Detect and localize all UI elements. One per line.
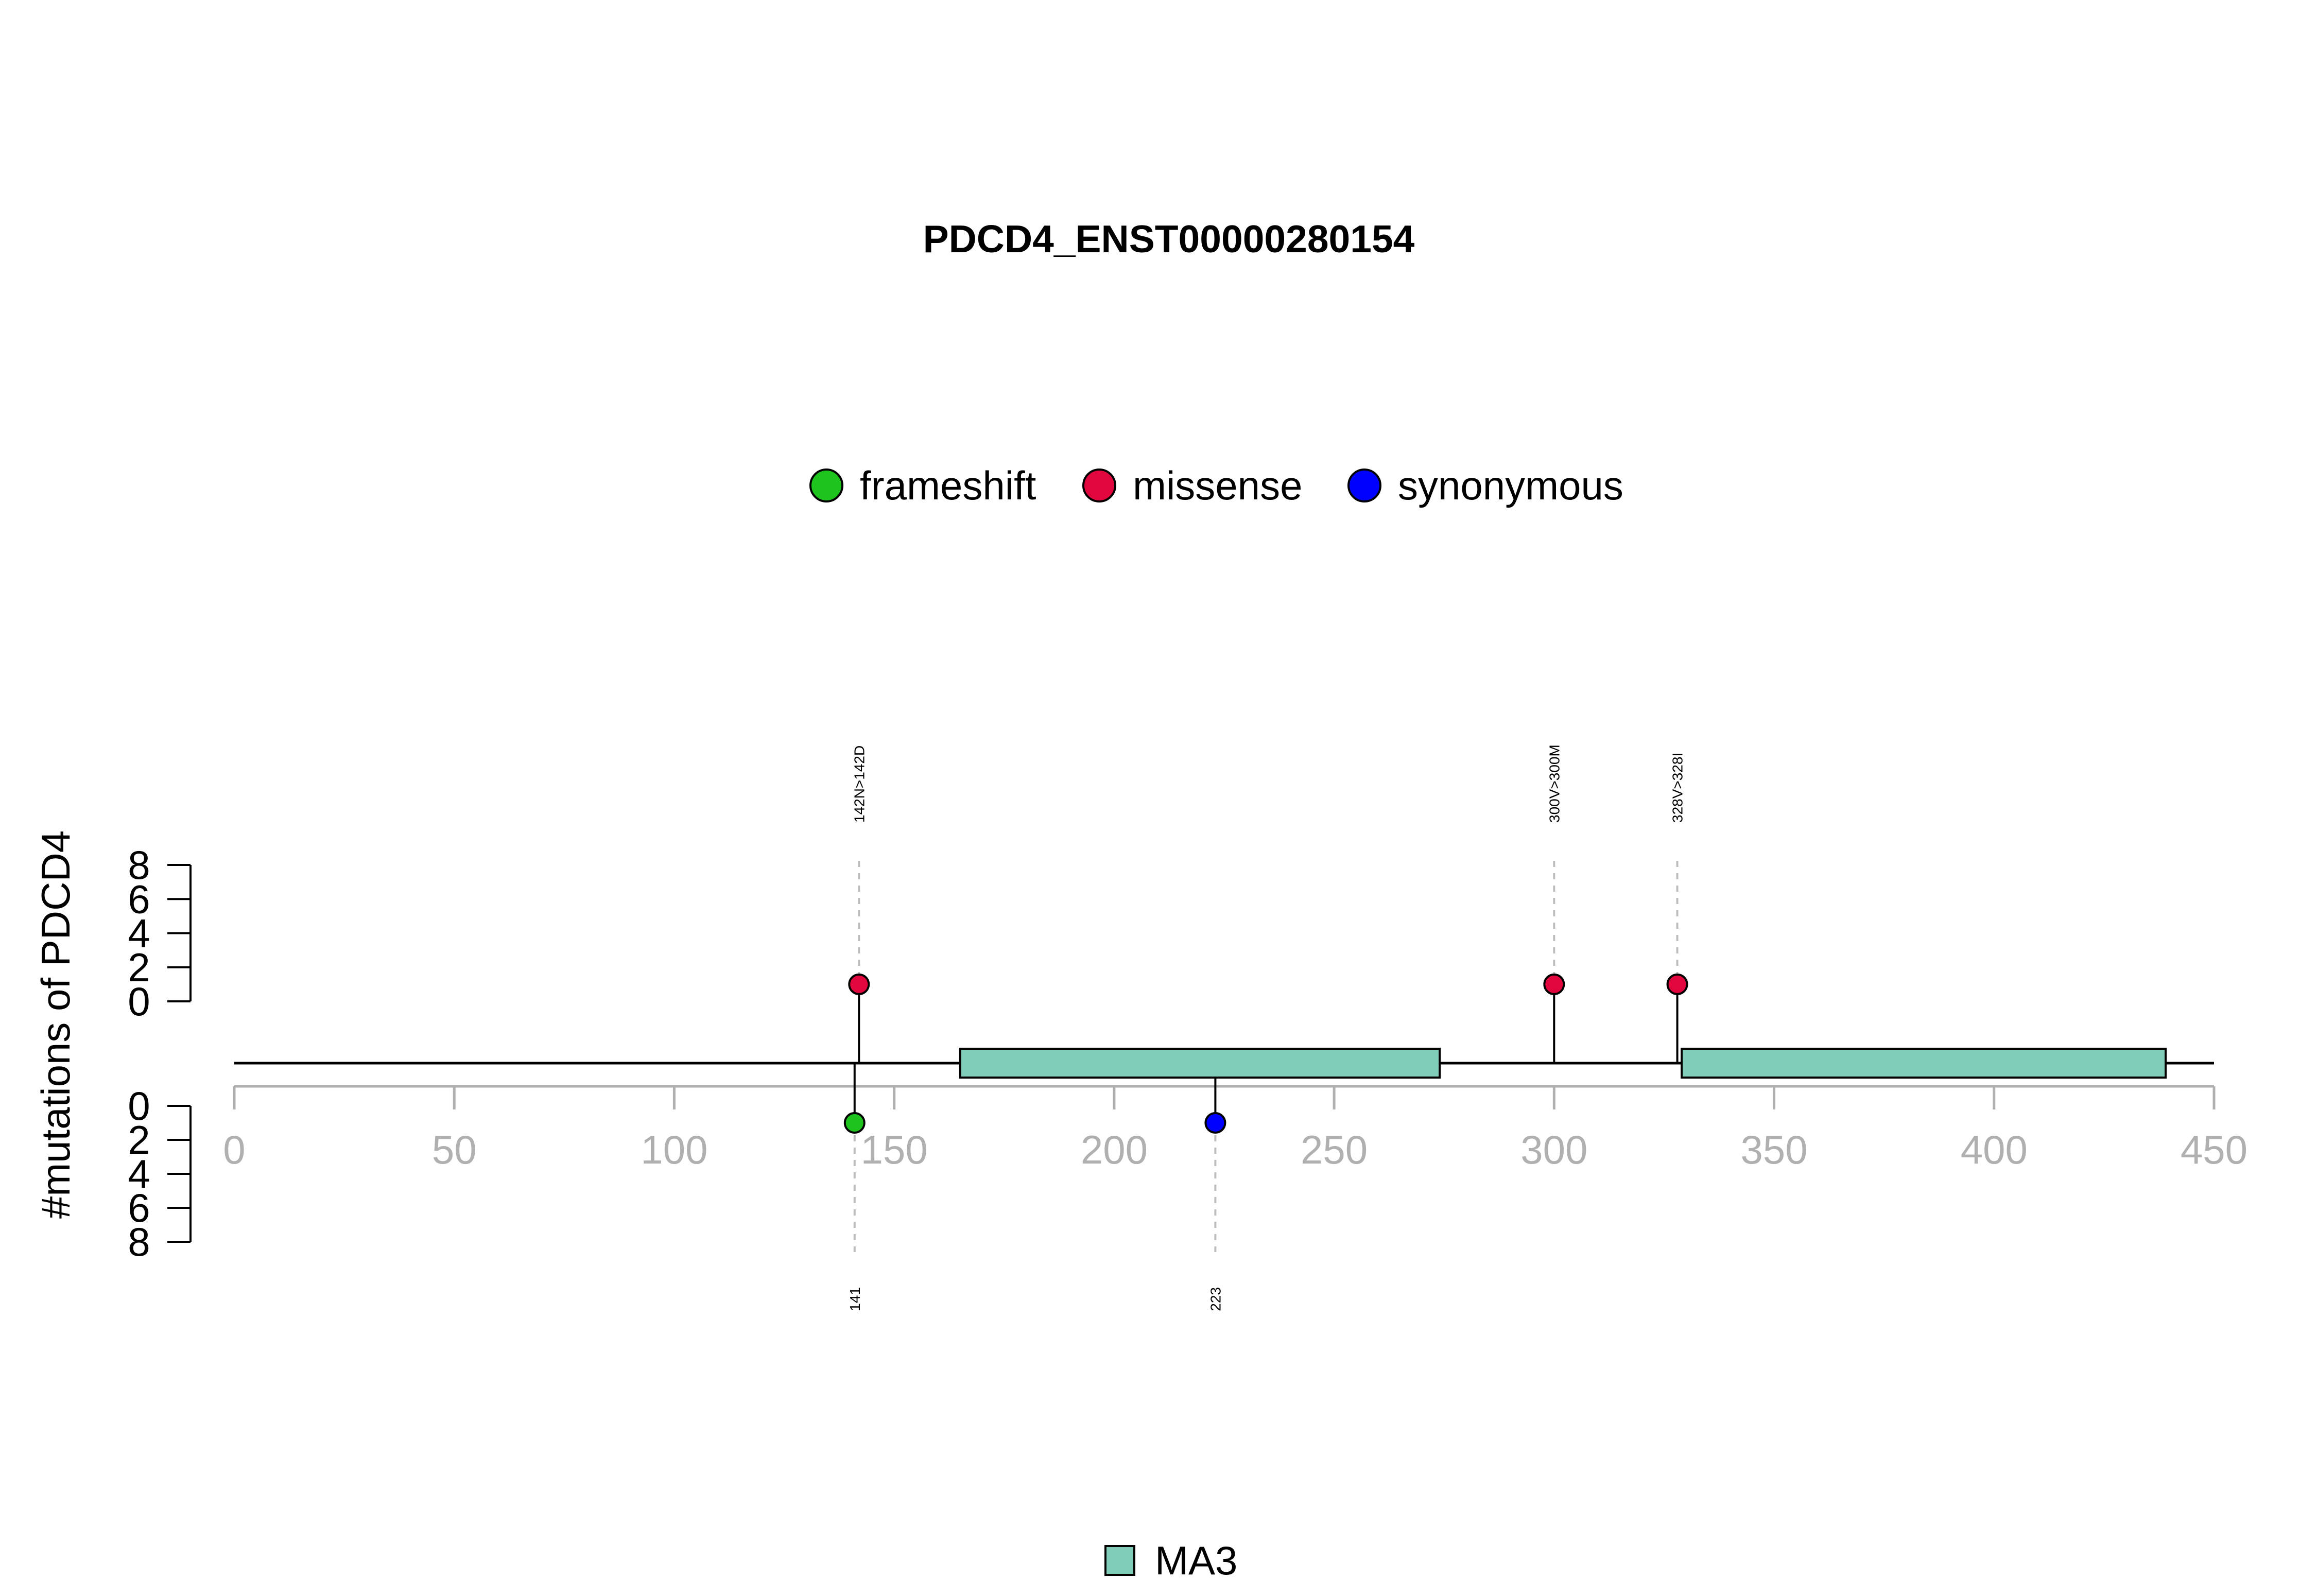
domain-ma3-1 — [959, 1048, 1441, 1079]
x-tick-label: 350 — [1740, 1127, 1807, 1172]
y-bottom-tick-label: 4 — [128, 1151, 150, 1196]
mutation-labels: 142N>142D 300V>300M 328V>328I 141 223 — [847, 744, 1686, 1311]
domain-ma3-2 — [1681, 1048, 2167, 1079]
mutation-guides — [853, 861, 1679, 1252]
x-tick-label: 100 — [641, 1127, 707, 1172]
y-top-tick-label: 2 — [128, 945, 150, 990]
domain-legend-label: MA3 — [1155, 1538, 1237, 1583]
y-bottom-tick-label: 6 — [128, 1185, 150, 1230]
x-tick-label: 450 — [2181, 1127, 2247, 1172]
mutation-point-missense — [1666, 973, 1688, 995]
y-top-tick-label: 8 — [128, 842, 150, 888]
mutation-point-synonymous — [1204, 1112, 1226, 1134]
y-top-tick-label: 0 — [128, 979, 150, 1024]
mutation-points — [843, 973, 1688, 1134]
legend-label-synonymous: synonymous — [1398, 463, 1623, 508]
x-tick-label: 150 — [861, 1127, 928, 1172]
x-axis: 0 50 100 150 200 250 300 350 400 450 — [223, 1085, 2247, 1172]
y-bottom-tick-label: 2 — [128, 1117, 150, 1163]
mutation-label-top: 328V>328I — [1670, 753, 1686, 823]
mutation-label-top: 142N>142D — [851, 745, 867, 823]
legend-marker-missense — [1082, 469, 1116, 502]
legend-marker-synonymous — [1347, 469, 1381, 502]
x-tick-label: 200 — [1081, 1127, 1148, 1172]
y-top-tick-label: 6 — [128, 876, 150, 922]
mutation-point-missense — [1543, 973, 1565, 995]
protein-domains — [959, 1048, 2167, 1079]
chart-title: PDCD4_ENST00000280154 — [923, 217, 1415, 261]
legend-label-missense: missense — [1133, 463, 1302, 508]
y-bottom-tick-label: 8 — [128, 1219, 150, 1264]
x-tick-label: 50 — [432, 1127, 477, 1172]
mutation-type-legend: frameshift missense synonymous — [809, 463, 1623, 508]
x-tick-label: 250 — [1301, 1127, 1368, 1172]
mutation-label-bottom: 141 — [847, 1287, 863, 1311]
y-bottom-tick-label: 0 — [128, 1083, 150, 1129]
mutation-label-top: 300V>300M — [1546, 744, 1562, 823]
mutation-point-frameshift — [843, 1112, 866, 1134]
mutation-point-missense — [848, 973, 870, 995]
y-axis-label: #mutations of PDCD4 — [33, 830, 78, 1219]
legend-label-frameshift: frameshift — [860, 463, 1036, 508]
x-tick-label: 0 — [223, 1127, 245, 1172]
mutation-label-bottom: 223 — [1207, 1287, 1223, 1311]
domain-legend-swatch — [1104, 1545, 1135, 1576]
x-tick-label: 300 — [1520, 1127, 1587, 1172]
legend-marker-frameshift — [809, 469, 843, 502]
x-tick-label: 400 — [1961, 1127, 2028, 1172]
domain-legend: MA3 — [1104, 1538, 1237, 1583]
y-top-tick-label: 4 — [128, 911, 150, 956]
